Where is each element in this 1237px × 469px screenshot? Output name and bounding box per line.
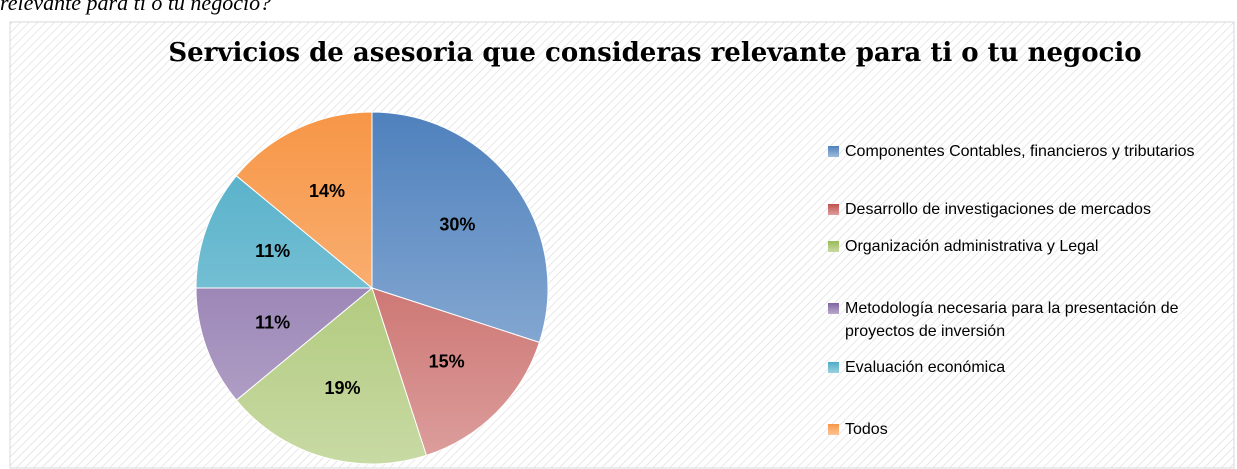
legend-item: Evaluación económica bbox=[828, 356, 1005, 379]
pie-slice bbox=[371, 287, 541, 457]
pie-slice bbox=[235, 287, 428, 465]
legend-label: Componentes Contables, financieros y tri… bbox=[845, 143, 1195, 160]
legend-swatch bbox=[828, 303, 839, 314]
slice-label: 30% bbox=[439, 215, 475, 235]
legend-label: Todos bbox=[845, 421, 888, 438]
legend-swatch bbox=[828, 362, 839, 373]
caption: relevante para ti o tu negocio? bbox=[0, 0, 272, 15]
legend-label: Metodología necesaria para la presentaci… bbox=[845, 300, 1179, 340]
legend-item: Metodología necesaria para la presentaci… bbox=[828, 297, 1208, 343]
slice-label: 14% bbox=[309, 181, 345, 201]
legend-swatch bbox=[828, 424, 839, 435]
pie-slice bbox=[195, 175, 374, 289]
legend-label: Evaluación económica bbox=[845, 359, 1006, 376]
slice-label: 19% bbox=[325, 378, 361, 398]
legend-item: Todos bbox=[828, 418, 888, 441]
pie-slice bbox=[195, 287, 374, 401]
legend-item: Desarrollo de investigaciones de mercado… bbox=[828, 198, 1151, 221]
pie-slice bbox=[371, 111, 549, 344]
legend-swatch bbox=[828, 204, 839, 215]
legend-label: Desarrollo de investigaciones de mercado… bbox=[845, 201, 1151, 218]
slice-label: 15% bbox=[429, 351, 465, 371]
slice-label: 11% bbox=[255, 241, 290, 261]
slice-label: 11% bbox=[255, 313, 290, 333]
legend-item: Componentes Contables, financieros y tri… bbox=[828, 140, 1195, 163]
chart-title: Servicios de asesoria que consideras rel… bbox=[168, 38, 1141, 68]
legend-item: Organización administrativa y Legal bbox=[828, 235, 1098, 258]
legend-swatch bbox=[828, 146, 839, 157]
legend-swatch bbox=[828, 241, 839, 252]
pie-slice bbox=[235, 111, 373, 290]
legend-label: Organización administrativa y Legal bbox=[845, 238, 1099, 255]
